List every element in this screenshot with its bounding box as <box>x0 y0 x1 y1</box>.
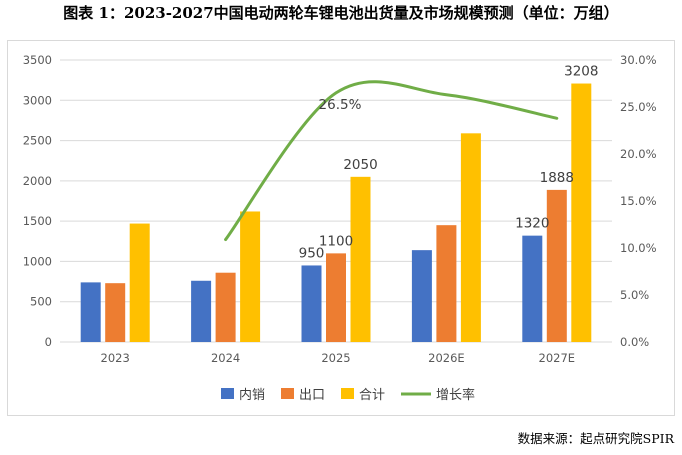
x-tick-label: 2023 <box>101 351 130 365</box>
bar-合计 <box>129 223 150 342</box>
bar-data-label: 3208 <box>564 64 598 80</box>
y2-tick-label: 10.0% <box>620 241 657 255</box>
y2-tick-label: 20.0% <box>620 147 657 161</box>
legend-swatch <box>281 388 294 399</box>
bar-data-label: 1320 <box>515 216 549 232</box>
bar-data-label: 950 <box>299 245 325 261</box>
y2-tick-label: 5.0% <box>620 288 649 302</box>
bar-data-label: 1888 <box>540 170 574 186</box>
line-data-label: 26.5% <box>319 97 362 113</box>
y2-tick-label: 0.0% <box>620 335 649 349</box>
y-tick-label: 3000 <box>23 93 52 107</box>
legend-label: 内销 <box>239 387 265 403</box>
y-tick-label: 3500 <box>23 53 52 67</box>
chart-frame: 0 500 1000 1500 2000 2500 3000 3500 0.0% 5.0% 10.0… <box>7 40 675 416</box>
bar-内销 <box>191 280 212 342</box>
legend-label: 合计 <box>359 388 385 403</box>
bar-合计 <box>571 83 592 342</box>
y-tick-label: 1500 <box>23 214 52 228</box>
y2-tick-label: 30.0% <box>620 53 657 67</box>
y-tick-label: 0 <box>45 335 52 349</box>
bar-data-label: 2050 <box>343 157 377 173</box>
bar-出口 <box>546 189 567 342</box>
bar-内销 <box>411 250 432 342</box>
x-tick-label: 2025 <box>321 351 350 365</box>
x-tick-label: 2027E <box>539 351 576 365</box>
bar-合计 <box>240 211 261 342</box>
bar-内销 <box>522 235 543 342</box>
legend-swatch <box>221 388 234 399</box>
y2-tick-label: 15.0% <box>620 194 657 208</box>
data-source: 数据来源：起点研究院SPIR <box>517 431 674 446</box>
legend-label: 出口 <box>299 388 325 403</box>
bar-内销 <box>80 282 101 342</box>
bar-出口 <box>105 283 126 342</box>
y-tick-label: 2000 <box>23 174 52 188</box>
legend-label: 增长率 <box>436 387 475 403</box>
y-tick-label: 1000 <box>23 254 52 268</box>
growth-rate-line <box>224 80 559 242</box>
chart-title: 图表 1：2023-2027中国电动两轮车锂电池出货量及市场规模预测（单位：万组… <box>63 4 619 22</box>
bar-data-label: 1100 <box>319 233 353 249</box>
bar-合计 <box>460 133 481 342</box>
bar-出口 <box>215 272 236 342</box>
chart-plot: 0 500 1000 1500 2000 2500 3000 3500 0.0% 5.0% 10.0… <box>23 53 657 403</box>
legend-swatch <box>341 388 354 399</box>
x-tick-label: 2026E <box>428 351 465 365</box>
bar-出口 <box>326 253 346 342</box>
bar-出口 <box>436 225 457 342</box>
bar-合计 <box>350 176 371 342</box>
y-tick-label: 2500 <box>23 134 52 148</box>
bar-内销 <box>301 265 322 342</box>
x-tick-label: 2024 <box>211 351 240 365</box>
y-tick-label: 500 <box>30 295 52 309</box>
y2-tick-label: 25.0% <box>620 100 657 114</box>
